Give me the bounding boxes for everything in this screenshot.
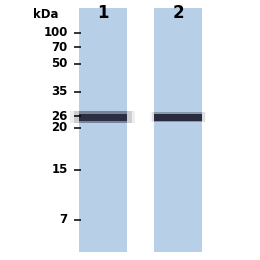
Bar [150,112,206,122]
Bar [79,114,127,121]
Bar [79,8,127,252]
Text: 1: 1 [97,4,108,22]
Text: 2: 2 [172,4,184,22]
Text: kDa: kDa [33,8,58,21]
Bar [154,8,202,252]
Bar [74,112,132,123]
Bar [70,112,135,123]
Text: 70: 70 [51,41,68,54]
Text: 15: 15 [51,163,68,176]
Text: 100: 100 [43,26,68,39]
Text: 50: 50 [51,57,68,70]
Text: 35: 35 [51,85,68,98]
Bar [152,112,205,122]
Text: 7: 7 [60,213,68,226]
Bar [154,112,202,122]
Text: 20: 20 [51,121,68,134]
Bar [79,112,127,123]
Text: 26: 26 [51,110,68,123]
Bar [154,114,202,121]
